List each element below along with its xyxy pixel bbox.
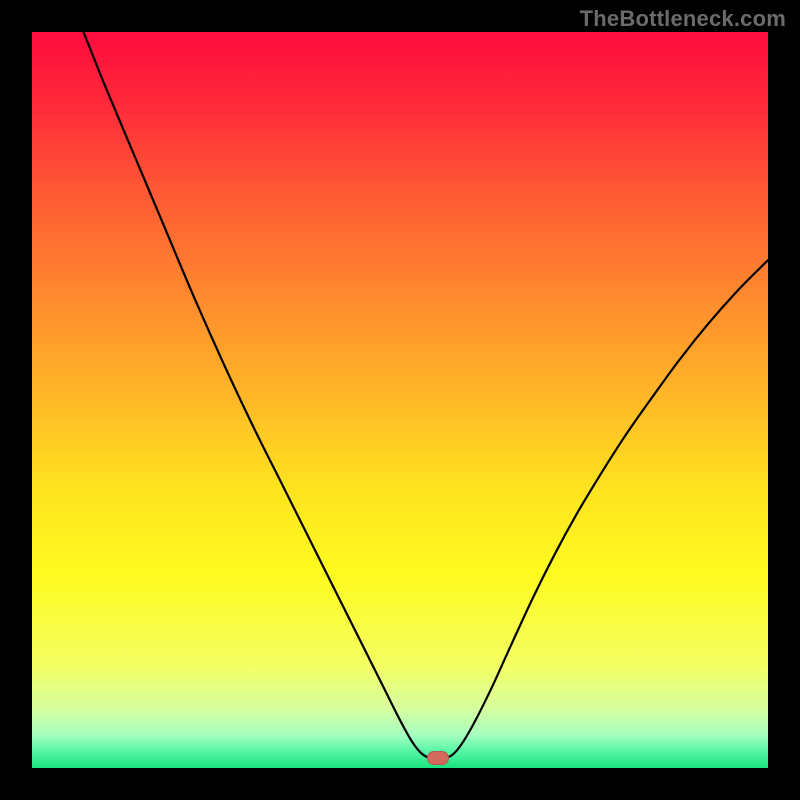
- watermark-text: TheBottleneck.com: [580, 6, 786, 32]
- curve-path: [84, 32, 768, 758]
- bottleneck-curve: [32, 32, 768, 768]
- plot-area: [32, 32, 768, 768]
- chart-frame: TheBottleneck.com: [0, 0, 800, 800]
- optimum-marker: [427, 751, 449, 765]
